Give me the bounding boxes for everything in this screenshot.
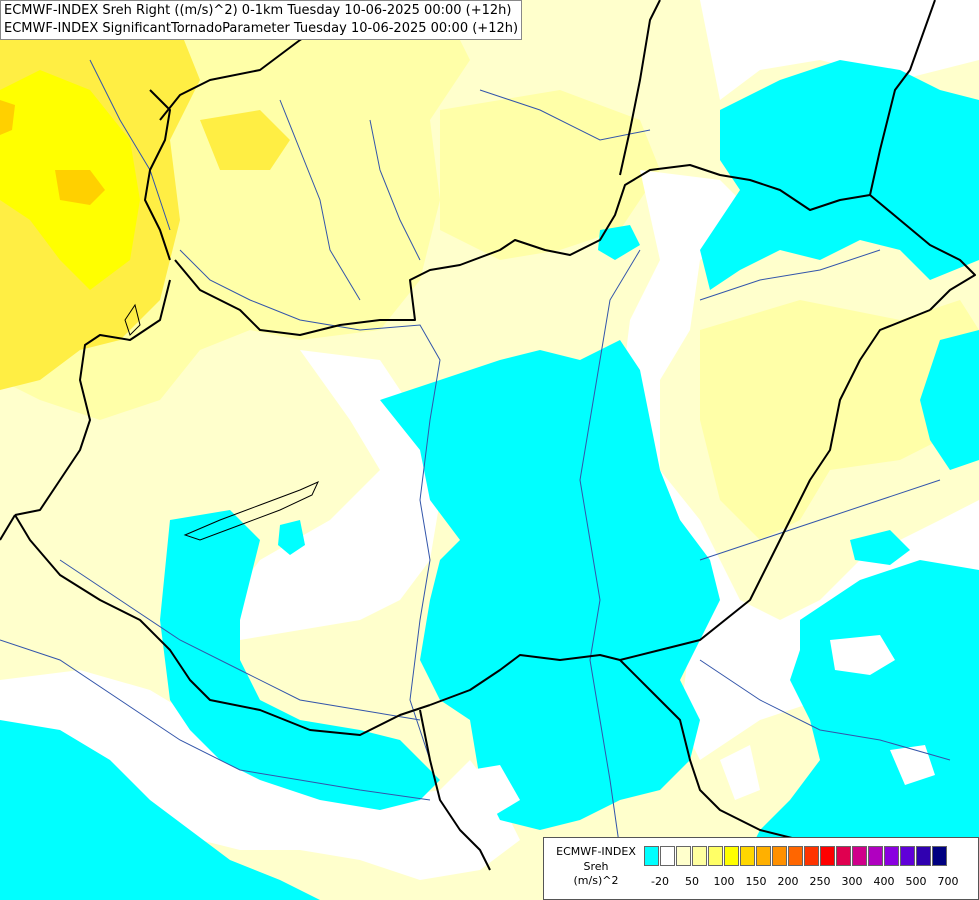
border-ukraine-romania	[869, 194, 976, 311]
river-drava	[59, 559, 421, 721]
field-white-center	[230, 350, 440, 640]
legend-swatch	[852, 846, 867, 866]
lake-neusiedl	[124, 303, 141, 336]
border-hungary-croatia	[14, 514, 431, 736]
legend-tick-label: 300	[841, 875, 863, 888]
legend-tick-label: 500	[905, 875, 927, 888]
field-cyan-se	[740, 560, 979, 900]
river-vah	[279, 99, 361, 301]
field-cyan-sw	[160, 510, 440, 810]
river-morava	[89, 59, 171, 231]
river-sava	[0, 639, 431, 801]
river-vistula	[479, 89, 651, 141]
legend-swatch	[788, 846, 803, 866]
field-light-yellow-center	[440, 90, 660, 260]
field-cyan-blob-2	[850, 530, 910, 565]
legend-swatch	[708, 846, 723, 866]
lake-balaton	[183, 481, 320, 541]
border-hungary-romania	[619, 309, 931, 661]
river-hron	[369, 119, 421, 261]
legend-tick-label: 250	[809, 875, 831, 888]
river-mures	[699, 479, 941, 561]
border-ukraine-north	[869, 0, 936, 196]
border-serbia-romania	[619, 659, 801, 841]
field-white-hole-3	[720, 745, 760, 800]
map-title-box: ECMWF-INDEX Sreh Right ((m/s)^2) 0-1km T…	[0, 0, 523, 40]
legend-swatch	[868, 846, 883, 866]
field-cyan-center	[380, 340, 720, 830]
field-white-hole-4	[890, 745, 935, 785]
legend-swatch	[836, 846, 851, 866]
field-white-hole-1	[830, 635, 895, 675]
map-title-line-1: ECMWF-INDEX Sreh Right ((m/s)^2) 0-1km T…	[4, 3, 512, 18]
legend-swatch	[884, 846, 899, 866]
border-slovakia-poland	[619, 0, 661, 176]
legend-swatch	[756, 846, 771, 866]
legend-unit: (m/s)^2	[573, 874, 619, 887]
legend-tick-label: 200	[777, 875, 799, 888]
field-yellow-spot	[200, 110, 290, 170]
legend-swatch	[676, 846, 691, 866]
river-somes	[699, 249, 881, 301]
field-cyan-blob-3	[278, 520, 305, 555]
country-borders	[0, 0, 976, 871]
legend-model-name: ECMWF-INDEX	[556, 845, 636, 858]
legend-swatch	[932, 846, 947, 866]
field-cyan-east-strip	[920, 330, 979, 470]
river-south	[699, 659, 951, 761]
field-cyan-ne	[700, 60, 979, 290]
border-czech-slovakia	[144, 89, 171, 261]
border-hungary-serbia	[429, 654, 621, 706]
river-danube	[179, 249, 441, 761]
legend-swatch	[804, 846, 819, 866]
rivers	[0, 59, 951, 851]
field-orange-core	[55, 170, 105, 205]
legend-swatch	[740, 846, 755, 866]
legend-tick-label: 700	[937, 875, 959, 888]
field-light-yellow-east	[700, 300, 979, 540]
field-white-hole-2	[470, 765, 520, 815]
field-cyan-south	[0, 720, 320, 900]
field-orange-core-2	[0, 100, 15, 135]
legend-swatch	[660, 846, 675, 866]
legend-tick-label: -20	[651, 875, 669, 888]
legend-swatch	[900, 846, 915, 866]
legend-swatch	[724, 846, 739, 866]
border-croatia-serbia	[419, 709, 491, 871]
legend-swatch	[820, 846, 835, 866]
legend-tick-label: 100	[713, 875, 735, 888]
map-title-line-2: ECMWF-INDEX SignificantTornadoParameter …	[4, 21, 519, 36]
river-tisza	[579, 249, 641, 851]
border-slovakia-hungary	[174, 164, 871, 336]
legend-tick-label: 50	[685, 875, 699, 888]
legend-swatch	[644, 846, 659, 866]
field-cyan-blob-1	[598, 225, 640, 260]
legend-tick-label: 150	[745, 875, 767, 888]
border-austria-hungary	[14, 279, 171, 516]
legend-variable: Sreh	[583, 860, 609, 873]
border-austria-slovenia	[0, 514, 16, 541]
legend-swatch	[772, 846, 787, 866]
legend-swatch	[916, 846, 931, 866]
legend-tick-label: 400	[873, 875, 895, 888]
legend-swatch	[692, 846, 707, 866]
color-legend: ECMWF-INDEX Sreh (m/s)^2 -20 50 100 150 200 2…	[543, 837, 979, 900]
